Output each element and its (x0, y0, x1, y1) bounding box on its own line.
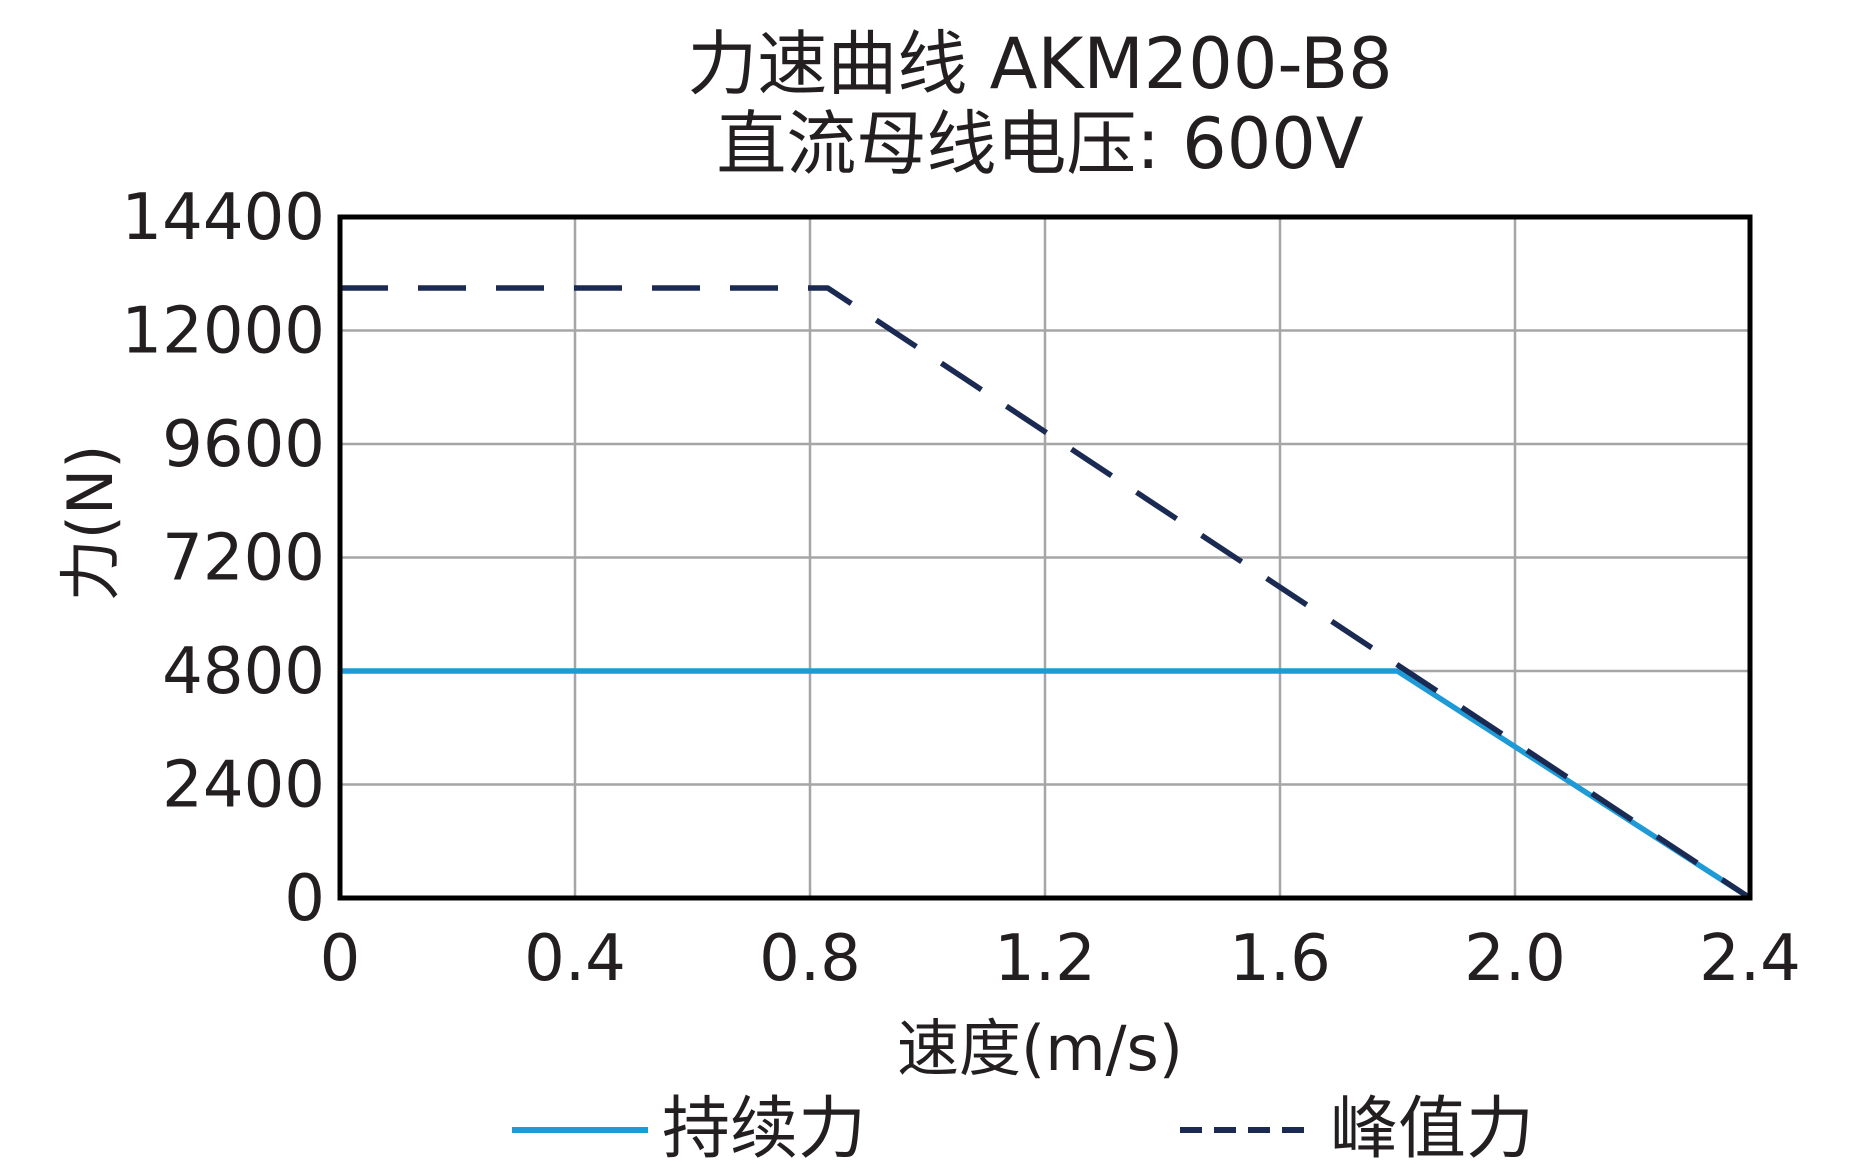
y-tick-label: 4800 (162, 635, 325, 709)
y-tick-label: 0 (284, 862, 325, 936)
y-tick-label: 7200 (162, 522, 325, 596)
chart-subtitle: 直流母线电压: 600V (716, 103, 1363, 185)
legend-label-continuous: 持续力 (662, 1090, 866, 1169)
x-tick-label: 2.4 (1699, 922, 1801, 996)
y-tick-label: 9600 (162, 408, 325, 482)
series-line-continuous (340, 668, 1752, 901)
x-tick-label: 0.8 (759, 922, 861, 996)
x-tick-label: 0.4 (524, 922, 626, 996)
y-axis-label: 力(N) (54, 445, 127, 602)
x-tick-label: 1.6 (1229, 922, 1331, 996)
y-tick-label: 14400 (121, 181, 325, 255)
chart-title: 力速曲线 AKM200-B8 (687, 23, 1392, 105)
y-tick-label: 2400 (162, 749, 325, 823)
grid-lines (338, 215, 1752, 900)
series-line-peak (340, 285, 1752, 901)
x-tick-label: 1.2 (994, 922, 1096, 996)
plot-frame (337, 214, 1753, 901)
x-axis-label: 速度(m/s) (897, 1012, 1183, 1085)
legend: 持续力 峰值力 (512, 1090, 1534, 1169)
legend-label-peak: 峰值力 (1330, 1090, 1534, 1169)
series-layer (340, 285, 1752, 901)
x-tick-label: 2.0 (1464, 922, 1566, 996)
x-tick-label: 0 (320, 922, 361, 996)
x-axis-ticks: 0 0.4 0.8 1.2 1.6 2.0 2.4 (320, 922, 1801, 996)
y-axis-ticks: 14400 12000 9600 7200 4800 2400 0 (121, 181, 325, 936)
y-tick-label: 12000 (121, 295, 325, 369)
